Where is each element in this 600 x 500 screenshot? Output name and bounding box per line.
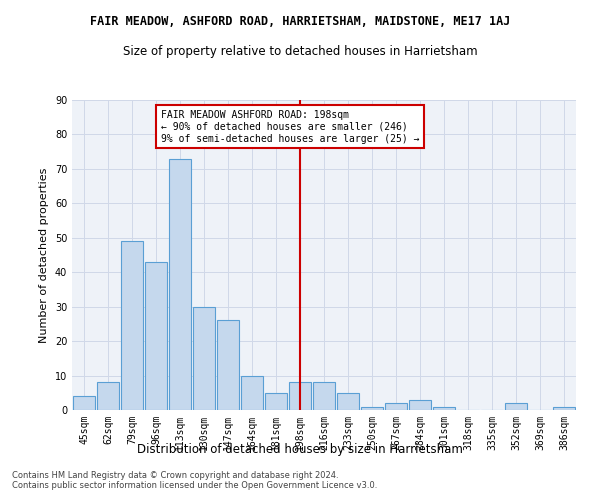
Bar [433,406,455,410]
Bar [505,403,527,410]
Bar [193,306,215,410]
Bar [217,320,239,410]
Bar [409,400,431,410]
Bar [145,262,167,410]
Text: FAIR MEADOW ASHFORD ROAD: 198sqm
← 90% of detached houses are smaller (246)
9% o: FAIR MEADOW ASHFORD ROAD: 198sqm ← 90% o… [161,110,419,144]
Bar [241,376,263,410]
Text: Size of property relative to detached houses in Harrietsham: Size of property relative to detached ho… [122,45,478,58]
Y-axis label: Number of detached properties: Number of detached properties [39,168,49,342]
Bar [73,396,95,410]
Bar [361,406,383,410]
Bar [265,393,287,410]
Bar [385,403,407,410]
Text: Distribution of detached houses by size in Harrietsham: Distribution of detached houses by size … [137,442,463,456]
Bar [289,382,311,410]
Bar [553,406,575,410]
Text: FAIR MEADOW, ASHFORD ROAD, HARRIETSHAM, MAIDSTONE, ME17 1AJ: FAIR MEADOW, ASHFORD ROAD, HARRIETSHAM, … [90,15,510,28]
Text: Contains HM Land Registry data © Crown copyright and database right 2024.
Contai: Contains HM Land Registry data © Crown c… [12,470,377,490]
Bar [169,158,191,410]
Bar [121,241,143,410]
Bar [97,382,119,410]
Bar [313,382,335,410]
Bar [337,393,359,410]
